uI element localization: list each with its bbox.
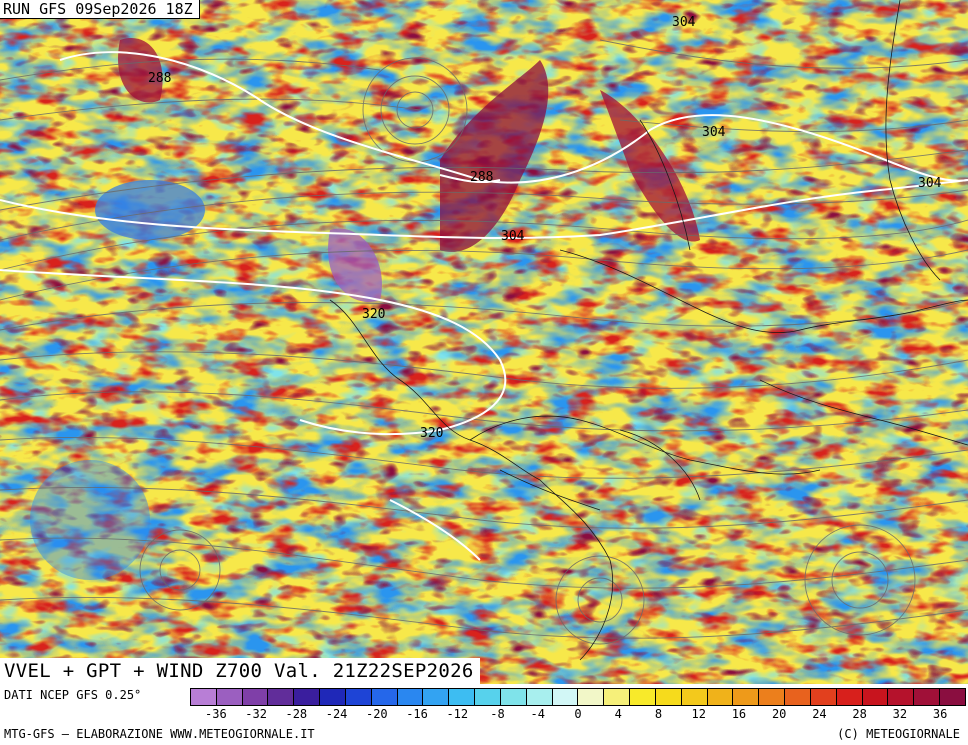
color-swatch — [888, 689, 915, 705]
contour-label: 304 — [918, 176, 942, 191]
color-swatch — [345, 689, 372, 705]
color-scale-tick: 0 — [574, 707, 582, 721]
credit-right: (C) METEOGIORNALE — [837, 727, 960, 741]
color-swatch — [578, 689, 605, 705]
color-swatch — [397, 689, 424, 705]
color-swatch — [268, 689, 295, 705]
color-scale-tick: 28 — [852, 707, 867, 721]
color-scale-tick: 8 — [654, 707, 663, 721]
color-scale-ticks: -36 -32 -28 -24 -20 -16 -12 -8 -4 0 4 8 12 16 20 24 28 32… — [190, 707, 966, 725]
color-swatch — [294, 689, 321, 705]
color-swatch — [191, 689, 217, 705]
color-swatch — [475, 689, 501, 705]
color-swatch — [810, 689, 837, 705]
color-swatch — [552, 689, 579, 705]
color-swatch — [759, 689, 786, 705]
color-scale-tick: 24 — [812, 707, 827, 721]
credit-left: MTG-GFS – ELABORAZIONE WWW.METEOGIORNALE… — [4, 727, 315, 741]
contour-label: 288 — [470, 170, 493, 185]
color-scale-tick: 12 — [691, 707, 706, 721]
color-scale-tick: -24 — [325, 707, 348, 721]
color-swatch — [655, 689, 682, 705]
color-scale-tick: 20 — [771, 707, 787, 721]
contour-label: 304 — [501, 229, 525, 244]
color-scale-tick: -28 — [285, 707, 308, 721]
color-swatch — [242, 689, 269, 705]
map-title: VVEL + GPT + WIND Z700 Val. 21Z22SEP2026 — [0, 658, 480, 684]
color-scale-tick: 4 — [614, 707, 622, 721]
color-swatch — [449, 689, 476, 705]
color-swatch — [940, 689, 965, 705]
contour-label: 320 — [362, 307, 385, 322]
contour-label: 320 — [420, 426, 443, 441]
color-scale-tick: -20 — [365, 707, 388, 721]
color-swatch — [733, 689, 760, 705]
color-scale-tick: -12 — [446, 707, 469, 721]
color-scale-tick: 16 — [731, 707, 747, 721]
color-scale-tick: -16 — [406, 707, 428, 721]
color-swatch — [836, 689, 863, 705]
color-swatch — [630, 689, 656, 705]
run-title: RUN GFS 09Sep2026 18Z — [0, 0, 200, 19]
color-scale-tick: -4 — [530, 707, 545, 721]
contour-label: 288 — [148, 71, 171, 86]
color-swatch — [320, 689, 346, 705]
color-scale-bar — [190, 688, 966, 706]
color-scale-tick: -8 — [490, 707, 505, 721]
color-swatch — [785, 689, 811, 705]
color-swatch — [707, 689, 734, 705]
forecast-map: 288 304 304 304 288 304 320 320 — [0, 0, 968, 684]
color-swatch — [371, 689, 398, 705]
color-swatch — [423, 689, 450, 705]
contour-label: 304 — [672, 15, 696, 30]
contour-label: 304 — [702, 125, 726, 140]
color-swatch — [914, 689, 941, 705]
color-swatch — [604, 689, 631, 705]
color-swatch — [216, 689, 243, 705]
color-scale-tick: -36 — [205, 707, 227, 721]
color-swatch — [681, 689, 708, 705]
color-swatch — [862, 689, 889, 705]
color-scale-tick: 36 — [932, 707, 948, 721]
color-swatch — [500, 689, 527, 705]
color-swatch — [526, 689, 553, 705]
data-source-label: DATI NCEP GFS 0.25° — [4, 688, 142, 702]
color-scale-tick: -32 — [245, 707, 267, 721]
color-scale-tick: 32 — [892, 707, 908, 721]
